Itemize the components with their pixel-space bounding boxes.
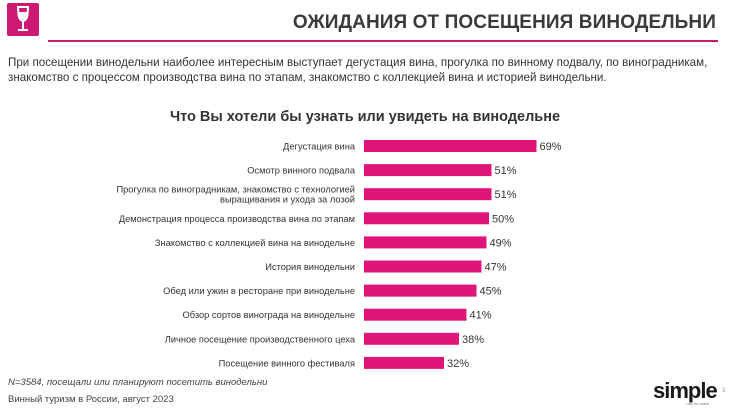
category-label-line: Демонстрация процесса производства вина …	[119, 214, 355, 224]
data-label: 69%	[540, 141, 562, 153]
page-title: ОЖИДАНИЯ ОТ ПОСЕЩЕНИЯ ВИНОДЕЛЬНИ	[292, 12, 716, 33]
category-label: Личное посещение производственного цеха	[165, 334, 356, 344]
bar	[364, 164, 492, 177]
category-label-line: Посещение винного фестиваля	[219, 358, 355, 368]
logo	[7, 3, 39, 36]
wine-glass-icon	[16, 6, 30, 31]
bar	[364, 356, 444, 369]
category-label: Обзор сортов винограда на винодельне	[183, 310, 356, 320]
category-label-line: Обзор сортов винограда на винодельне	[183, 310, 356, 320]
data-label: 32%	[447, 358, 469, 370]
category-label-line: Обед или ужин в ресторане при винодельне	[163, 286, 355, 296]
category-label-line: Личное посещение производственного цеха	[165, 334, 356, 344]
bar	[364, 284, 477, 297]
header-divider	[48, 40, 718, 42]
sample-footnote: N=3584, посещали или планируют посетить …	[8, 377, 268, 388]
data-label: 50%	[492, 213, 514, 225]
category-label-line: выращивания и ухода за лозой	[220, 195, 355, 205]
category-label: Знакомство с коллекцией вина на винодель…	[155, 238, 355, 248]
chart-title: Что Вы хотели бы узнать или увидеть на в…	[169, 109, 561, 125]
data-label: 49%	[490, 237, 512, 249]
data-label: 51%	[495, 189, 517, 201]
data-label: 51%	[495, 165, 517, 177]
brand-tagline: ...мы не пьём	[684, 401, 709, 406]
category-label-line: Осмотр винного подвала	[247, 166, 356, 176]
bar	[364, 260, 482, 273]
category-label-line: История винодельни	[265, 262, 355, 272]
category-label: Посещение винного фестиваля	[219, 358, 355, 368]
chart-bars: 69% Дегустация вина 51% Осмотр винного подв…	[116, 140, 562, 370]
bar	[364, 332, 459, 345]
category-label: Прогулка по виноградникам, знакомство с …	[116, 185, 355, 205]
category-label: Дегустация вина	[283, 142, 356, 152]
bar	[364, 236, 487, 249]
bar	[364, 212, 489, 225]
data-label: 41%	[470, 310, 492, 322]
bar	[364, 188, 492, 201]
category-label-line: Дегустация вина	[283, 142, 356, 152]
category-label: История винодельни	[265, 262, 355, 272]
category-label-line: Знакомство с коллекцией вина на винодель…	[155, 238, 355, 248]
page-number: 3	[722, 388, 726, 394]
bar	[364, 140, 537, 152]
data-label: 47%	[485, 262, 507, 274]
data-label: 45%	[480, 286, 502, 298]
bar-chart: 69% Дегустация вина 51% Осмотр винного подв…	[116, 140, 562, 370]
data-label: 38%	[462, 334, 484, 346]
category-label-line: Прогулка по виноградникам, знакомство с …	[116, 185, 355, 195]
category-label: Осмотр винного подвала	[247, 166, 356, 176]
source-note: Винный туризм в России, август 2023	[8, 394, 174, 405]
intro-text: При посещении винодельни наиболее интере…	[8, 56, 708, 84]
brand-logo: simple	[653, 378, 718, 403]
category-label: Обед или ужин в ресторане при винодельне	[163, 286, 355, 296]
bar	[364, 308, 467, 321]
category-label: Демонстрация процесса производства вина …	[119, 214, 355, 224]
